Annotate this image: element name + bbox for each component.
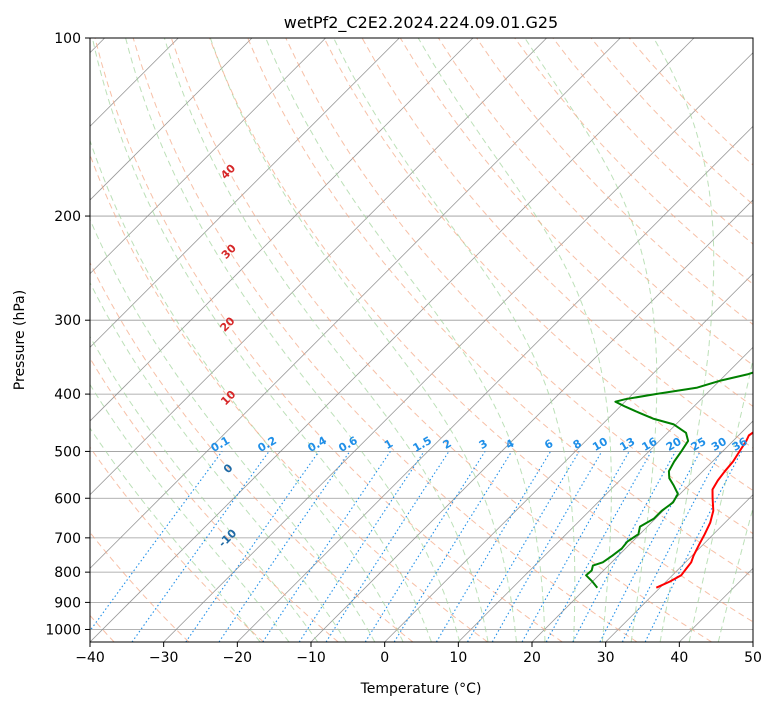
isotherm-line xyxy=(531,420,753,642)
isotherm-line xyxy=(384,273,753,642)
y-tick-label: 200 xyxy=(54,209,81,225)
dry-adiabat-line xyxy=(90,446,264,642)
mixing-ratio-line xyxy=(298,451,425,642)
isotherm-line xyxy=(90,38,326,275)
isotherm-line xyxy=(90,38,547,496)
moist-adiabat-line xyxy=(524,38,658,642)
moist-adiabat-line xyxy=(688,356,753,642)
dry-adiabat-line xyxy=(285,38,753,535)
moist-adiabat-line xyxy=(417,38,612,642)
x-tick-label: 0 xyxy=(380,650,389,666)
isotherm-line xyxy=(163,52,753,642)
y-tick-label: 300 xyxy=(54,313,81,329)
isobar-grid xyxy=(90,38,753,630)
mixing-ratio-lines xyxy=(90,451,742,642)
plot-area: 0.1 0.2 0.4 0.6 1 1.5 2 3 4 6 8 10 13 16 20 25 30 36-1001… xyxy=(90,38,753,642)
temperature-line xyxy=(655,431,753,589)
dry-adiabat-line xyxy=(476,38,753,326)
dry-adiabat-line xyxy=(90,357,339,642)
chart-title: wetPf2_C2E2.2024.224.09.01.G25 xyxy=(284,13,558,33)
dry-adiabat-line xyxy=(90,261,414,642)
y-tick-label: 100 xyxy=(54,31,81,47)
dry-adiabat-line xyxy=(132,38,638,642)
moist-adiabat-line xyxy=(90,335,319,642)
x-tick-label: 10 xyxy=(449,650,467,666)
moist-adiabat-line xyxy=(90,139,404,642)
isotherm-line xyxy=(90,38,400,348)
moist-adiabat-line xyxy=(209,38,517,642)
profile-lines xyxy=(585,371,753,589)
dry-adiabat-line xyxy=(323,38,753,492)
dry-adiabat-line xyxy=(170,38,712,642)
mixing-ratio-line xyxy=(572,451,676,642)
y-axis-label: Pressure (hPa) xyxy=(12,290,28,390)
mixing-ratio-line xyxy=(521,451,630,642)
moist-adiabat-line xyxy=(333,38,576,642)
mixing-ratio-line xyxy=(90,451,223,632)
y-axis-ticks: 100 200 300 400 500 600 700 800 900 1000 xyxy=(45,31,90,638)
dewpoint-line xyxy=(585,371,753,589)
x-tick-label: −10 xyxy=(296,650,326,666)
moist-adiabat-line xyxy=(717,506,753,642)
mixing-ratio-line xyxy=(185,451,320,642)
isotherm-line xyxy=(605,494,753,642)
y-tick-label: 500 xyxy=(54,444,81,460)
moist-adiabat-line xyxy=(125,38,461,642)
dry-adiabats xyxy=(90,38,753,642)
x-tick-label: 40 xyxy=(670,650,688,666)
x-axis-ticks: −40 −30 −20 −10 0 10 20 30 40 50 xyxy=(75,642,762,666)
moist-adiabat-line xyxy=(90,218,376,642)
x-tick-label: 30 xyxy=(597,650,615,666)
mixing-ratio-line xyxy=(131,451,270,642)
mixing-ratio-line xyxy=(644,451,742,642)
mixing-ratio-line xyxy=(325,451,450,642)
x-tick-label: 20 xyxy=(523,650,541,666)
isotherm-line xyxy=(90,38,621,569)
y-tick-label: 900 xyxy=(54,595,81,611)
mixing-ratio-line xyxy=(393,451,513,642)
dry-adiabat-line xyxy=(247,38,753,578)
moist-adiabat-line xyxy=(653,38,715,642)
plot-frame xyxy=(89,37,754,643)
moist-adiabat-line xyxy=(90,383,290,642)
isotherm-line xyxy=(458,346,753,642)
isotherm-line xyxy=(90,38,695,642)
dry-adiabat-line xyxy=(209,38,753,623)
x-tick-label: 50 xyxy=(744,650,762,666)
isotherm-line xyxy=(237,125,753,642)
y-tick-label: 1000 xyxy=(45,622,81,638)
y-tick-label: 800 xyxy=(54,565,81,581)
x-tick-label: −20 xyxy=(223,650,253,666)
dry-adiabat-line xyxy=(514,38,753,285)
x-tick-label: −40 xyxy=(75,650,105,666)
moist-adiabat-line xyxy=(91,38,432,642)
isotherm-line xyxy=(90,38,253,201)
moist-adiabat-line xyxy=(90,281,347,642)
mixing-ratio-line xyxy=(621,451,722,642)
mixing-ratio-line xyxy=(218,451,351,642)
x-tick-label: −30 xyxy=(149,650,179,666)
moist-adiabat-line xyxy=(265,38,546,642)
mixing-ratio-line xyxy=(262,451,391,642)
isotherm-grid xyxy=(90,38,753,642)
y-tick-label: 600 xyxy=(54,491,81,507)
y-tick-label: 400 xyxy=(54,387,81,403)
dry-adiabat-line xyxy=(94,38,563,642)
isotherm-line xyxy=(90,38,474,422)
mixing-ratio-line xyxy=(545,451,652,642)
moist-adiabat-line xyxy=(90,427,261,642)
y-tick-label: 700 xyxy=(54,531,81,547)
x-axis-label: Temperature (°C) xyxy=(360,681,482,697)
